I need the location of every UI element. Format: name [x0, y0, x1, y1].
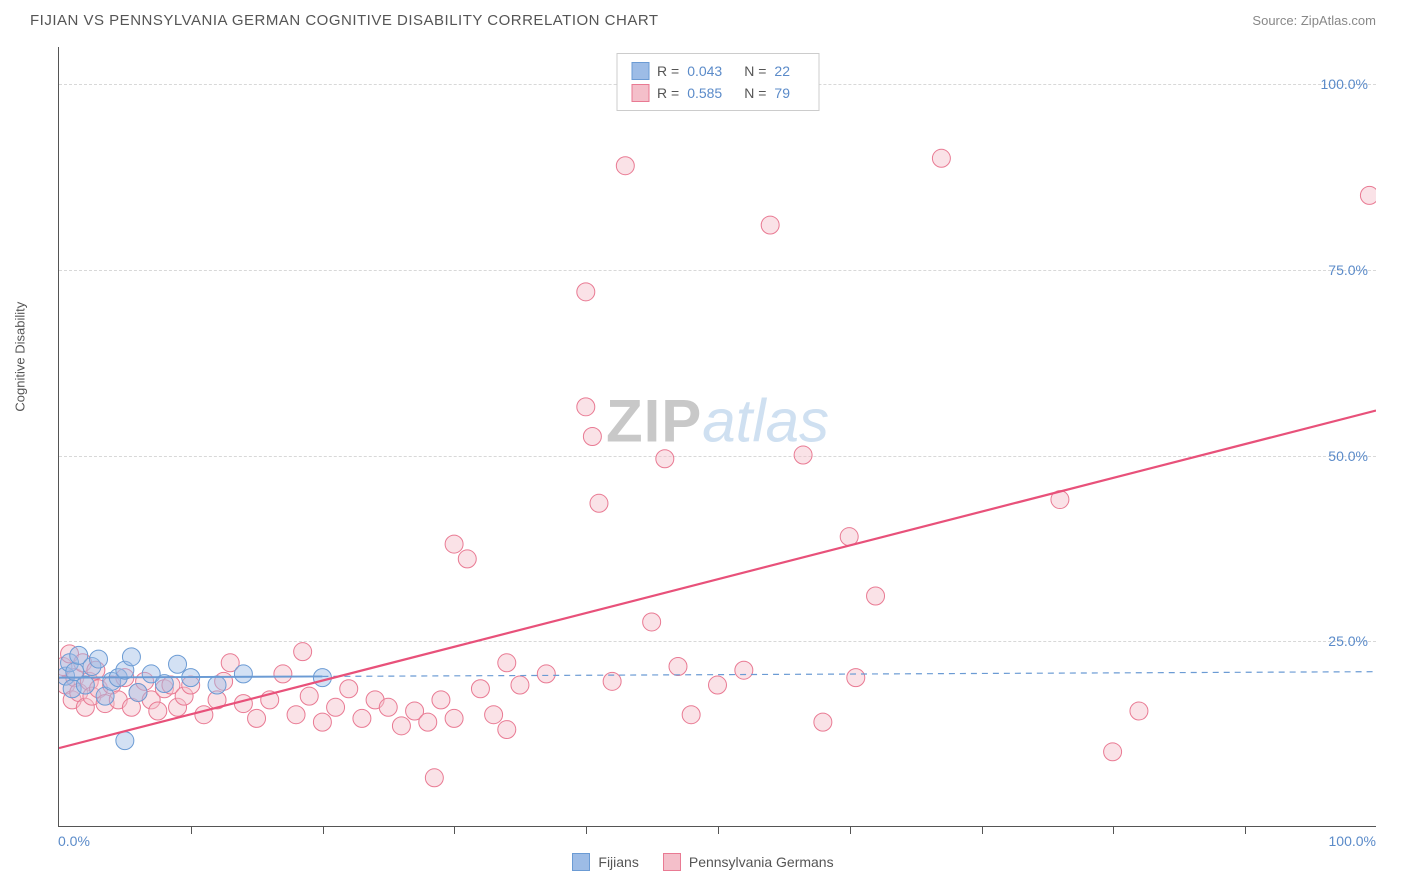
scatter-point [340, 680, 358, 698]
y-axis-label: Cognitive Disability [13, 302, 28, 412]
source-name: ZipAtlas.com [1301, 13, 1376, 28]
scatter-point [392, 717, 410, 735]
scatter-point [577, 398, 595, 416]
scatter-point [274, 665, 292, 683]
scatter-point [537, 665, 555, 683]
scatter-point [129, 683, 147, 701]
n-label: N = [744, 63, 766, 79]
scatter-point [445, 535, 463, 553]
scatter-point [643, 613, 661, 631]
scatter-point [432, 691, 450, 709]
scatter-point [471, 680, 489, 698]
scatter-point [149, 702, 167, 720]
scatter-point [590, 494, 608, 512]
scatter-point [1360, 186, 1376, 204]
scatter-point [122, 648, 140, 666]
scatter-point [867, 587, 885, 605]
scatter-point [300, 687, 318, 705]
r-value: 0.585 [687, 85, 722, 101]
scatter-point [248, 709, 266, 727]
x-axis-labels: 0.0% 100.0% [58, 827, 1376, 851]
n-label: N = [744, 85, 766, 101]
legend-row: R = 0.043 N = 22 [631, 60, 804, 82]
r-label: R = [657, 85, 679, 101]
scatter-point [1104, 743, 1122, 761]
source-label: Source: [1252, 13, 1297, 28]
legend-row: R = 0.585 N = 79 [631, 82, 804, 104]
chart-title: FIJIAN VS PENNSYLVANIA GERMAN COGNITIVE … [30, 12, 659, 29]
chart-header: FIJIAN VS PENNSYLVANIA GERMAN COGNITIVE … [0, 0, 1406, 37]
scatter-point [498, 654, 516, 672]
scatter-point [1130, 702, 1148, 720]
scatter-point [379, 698, 397, 716]
scatter-point [485, 706, 503, 724]
scatter-point [458, 550, 476, 568]
legend-swatch-fijians [631, 62, 649, 80]
scatter-point [669, 658, 687, 676]
chart-container: Cognitive Disability R = 0.043 N = 22 R … [30, 47, 1376, 871]
legend-item-penn-germans: Pennsylvania Germans [663, 853, 834, 871]
x-tick-label: 0.0% [58, 833, 90, 849]
scatter-point [234, 665, 252, 683]
scatter-point [709, 676, 727, 694]
series-legend: Fijians Pennsylvania Germans [30, 853, 1376, 871]
scatter-point [208, 676, 226, 694]
legend-label: Pennsylvania Germans [689, 854, 834, 870]
scatter-point [761, 216, 779, 234]
scatter-point [116, 732, 134, 750]
scatter-point [419, 713, 437, 731]
scatter-point [511, 676, 529, 694]
scatter-point [932, 149, 950, 167]
scatter-point [794, 446, 812, 464]
scatter-point [847, 669, 865, 687]
scatter-point [90, 650, 108, 668]
scatter-point [682, 706, 700, 724]
correlation-legend: R = 0.043 N = 22 R = 0.585 N = 79 [616, 53, 819, 111]
scatter-svg [59, 47, 1376, 826]
scatter-point [445, 709, 463, 727]
scatter-point [76, 676, 94, 694]
n-value: 79 [774, 85, 790, 101]
scatter-point [498, 721, 516, 739]
r-value: 0.043 [687, 63, 722, 79]
scatter-point [656, 450, 674, 468]
scatter-point [313, 669, 331, 687]
scatter-point [583, 428, 601, 446]
scatter-point [313, 713, 331, 731]
legend-swatch-penn-germans [663, 853, 681, 871]
legend-label: Fijians [598, 854, 638, 870]
r-label: R = [657, 63, 679, 79]
scatter-point [814, 713, 832, 731]
scatter-point [353, 709, 371, 727]
scatter-point [616, 157, 634, 175]
scatter-point [287, 706, 305, 724]
trend-line [59, 411, 1376, 749]
plot-area: R = 0.043 N = 22 R = 0.585 N = 79 ZIPatl… [58, 47, 1376, 827]
source-attribution: Source: ZipAtlas.com [1252, 13, 1376, 28]
scatter-point [327, 698, 345, 716]
trend-line [59, 676, 322, 677]
n-value: 22 [774, 63, 790, 79]
legend-item-fijians: Fijians [572, 853, 638, 871]
legend-swatch-fijians [572, 853, 590, 871]
scatter-point [294, 643, 312, 661]
legend-swatch-penn-germans [631, 84, 649, 102]
scatter-point [735, 661, 753, 679]
x-tick-label: 100.0% [1329, 833, 1376, 849]
scatter-point [169, 655, 187, 673]
scatter-point [425, 769, 443, 787]
scatter-point [577, 283, 595, 301]
